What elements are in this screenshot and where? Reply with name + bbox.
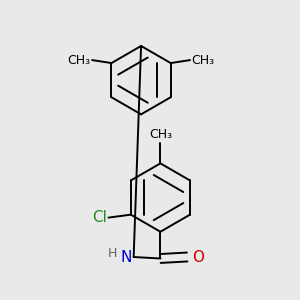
Text: Cl: Cl: [92, 210, 107, 225]
Text: CH₃: CH₃: [149, 128, 172, 141]
Text: CH₃: CH₃: [191, 54, 214, 67]
Text: N: N: [121, 250, 132, 265]
Text: CH₃: CH₃: [68, 54, 91, 67]
Text: O: O: [193, 250, 205, 265]
Text: H: H: [108, 247, 117, 260]
